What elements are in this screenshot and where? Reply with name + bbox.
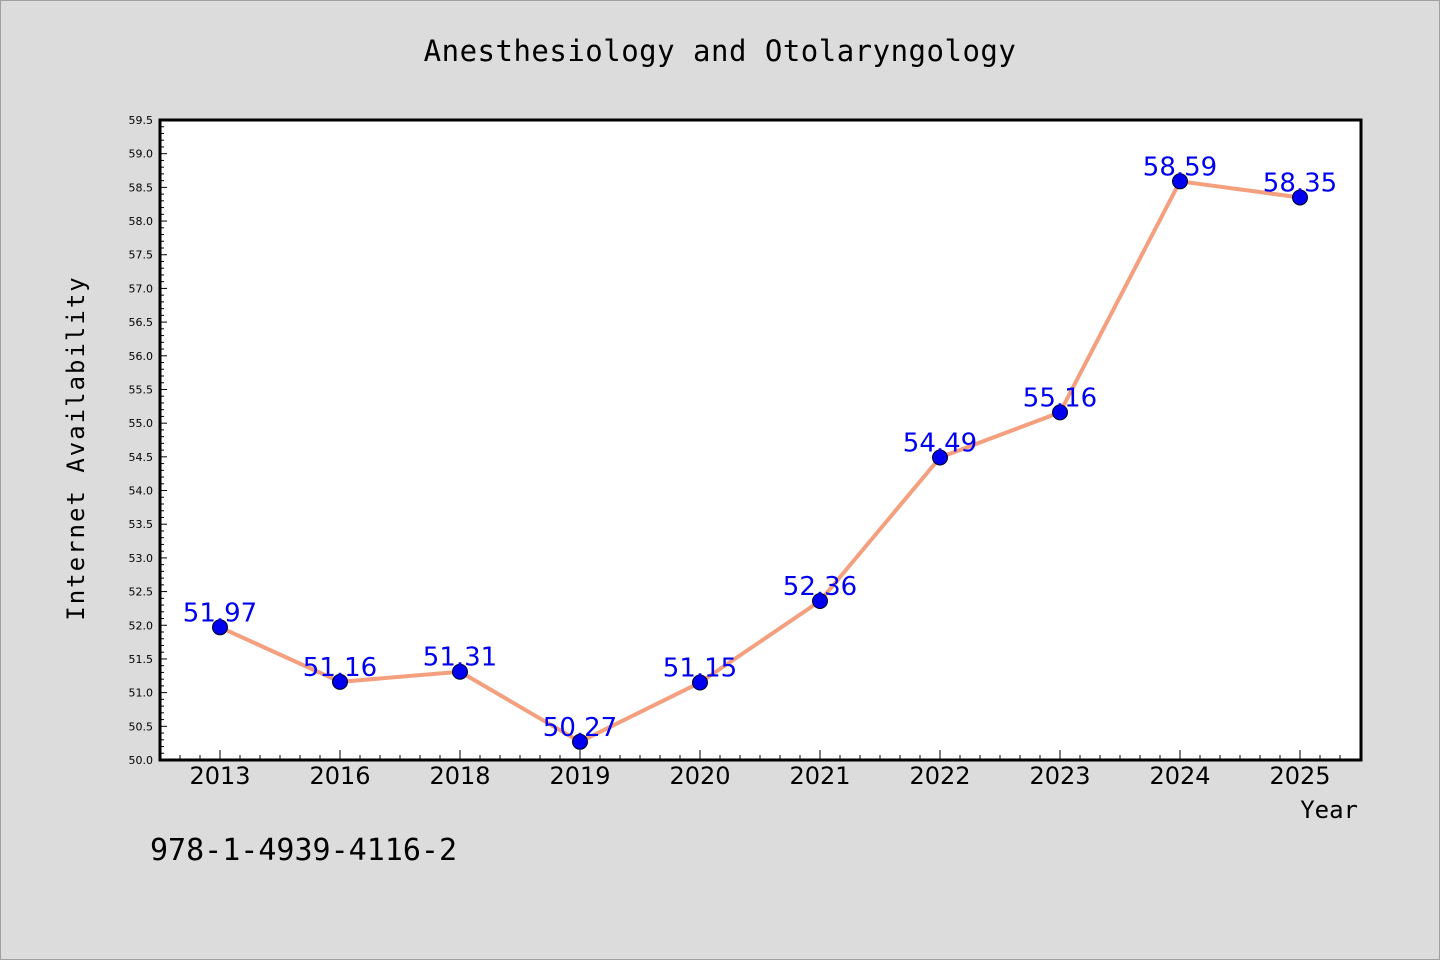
data-point-marker [812,593,828,610]
data-labels-group: 51.97 51.16 51.31 50.27 51.15 52.36 54.49 55.16… [183,152,1337,743]
series-line-group [212,173,1308,750]
y-tick-label: 58.5 [129,181,154,194]
data-label: 52.36 [783,572,857,602]
x-tick-label: 2013 [189,762,250,790]
y-tick-label: 53.0 [129,552,154,565]
y-tick-label: 53.5 [129,518,154,531]
y-tick-label: 54.0 [129,485,154,498]
x-tick-label: 2020 [669,762,730,790]
data-label: 50.27 [543,713,617,743]
isbn-footnote: 978-1-4939-4116-2 [150,833,458,868]
chart-title: Anesthesiology and Otolaryngology [423,34,1017,68]
x-axis: 2013 2016 2018 2019 2020 2021 2022 2023 2024 2025 [179,750,1361,790]
x-tick-label: 2018 [429,762,490,790]
y-tick-label: 56.0 [129,350,154,363]
y-tick-label: 50.5 [129,720,154,733]
data-label: 58.35 [1263,168,1337,198]
x-tick-label: 2019 [549,762,610,790]
x-tick-label: 2023 [1029,762,1090,790]
y-tick-label: 57.0 [129,282,154,295]
y-tick-label: 51.5 [129,653,154,666]
y-tick-label: 50.0 [129,754,154,767]
data-point-marker [1292,189,1308,206]
data-label: 51.31 [423,643,497,673]
y-tick-label: 51.0 [129,687,154,700]
x-tick-label: 2022 [909,762,970,790]
data-point-marker [932,449,948,466]
y-tick-label: 57.5 [129,249,154,262]
data-label: 58.59 [1143,152,1217,182]
y-axis: 50.0 50.5 51.0 51.5 52.0 52.5 53.0 53.5 54.0 54.5… [129,114,167,767]
x-tick-label: 2024 [1149,762,1210,790]
data-label: 51.15 [663,654,737,684]
data-point-marker [1052,404,1068,421]
series-line [219,179,1301,744]
y-tick-label: 59.5 [129,114,154,127]
x-tick-label: 2021 [789,762,850,790]
y-tick-label: 52.0 [129,619,154,632]
x-tick-label: 2016 [309,762,370,790]
plot-area [158,118,1363,762]
y-tick-label: 59.0 [129,148,154,161]
data-label: 51.97 [183,598,257,628]
data-point-marker [212,619,228,636]
y-tick-label: 56.5 [129,316,154,329]
data-point-marker [572,733,588,750]
y-tick-label: 55.0 [129,417,154,430]
data-point-marker [332,673,348,690]
data-point-marker [452,663,468,680]
data-label: 54.49 [903,429,977,459]
x-axis-label: Year [1300,796,1358,824]
data-point-marker [692,674,708,691]
data-point-marker [1172,173,1188,190]
y-tick-label: 54.5 [129,451,154,464]
y-tick-label: 55.5 [129,383,154,396]
y-tick-label: 58.0 [129,215,154,228]
data-label: 55.16 [1023,383,1097,413]
data-label: 51.16 [303,653,377,683]
x-tick-label: 2025 [1269,762,1330,790]
y-tick-label: 52.5 [129,586,154,599]
